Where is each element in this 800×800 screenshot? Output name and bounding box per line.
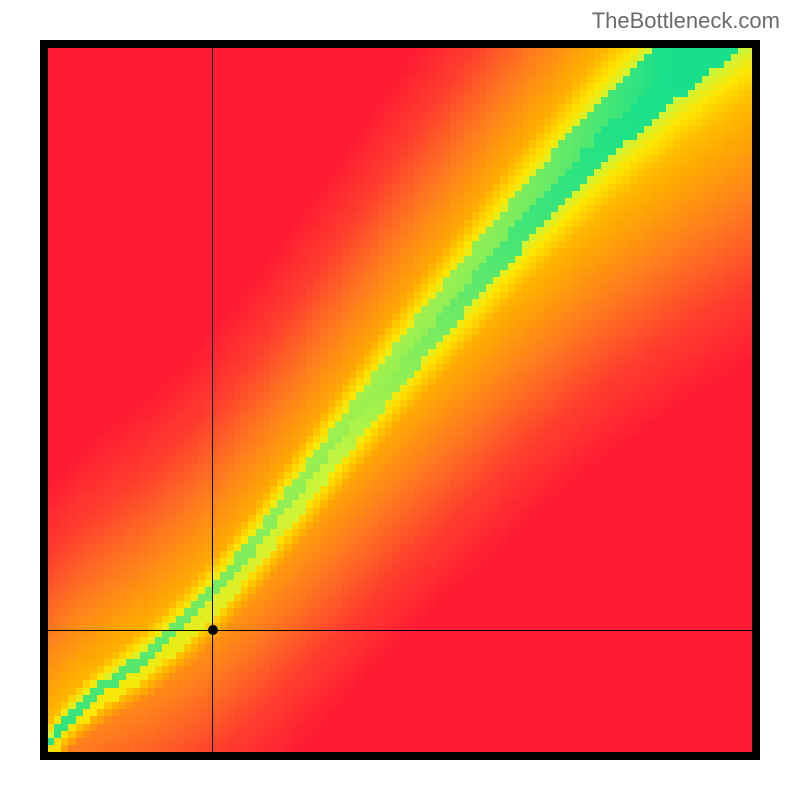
heatmap-plot [40,40,760,760]
heatmap-canvas [40,40,760,760]
chart-container: TheBottleneck.com [0,0,800,800]
watermark-text: TheBottleneck.com [592,8,780,34]
heatmap-canvas-wrap [40,40,760,760]
crosshair-horizontal [40,630,760,631]
crosshair-vertical [212,40,213,760]
marker-point [208,625,218,635]
